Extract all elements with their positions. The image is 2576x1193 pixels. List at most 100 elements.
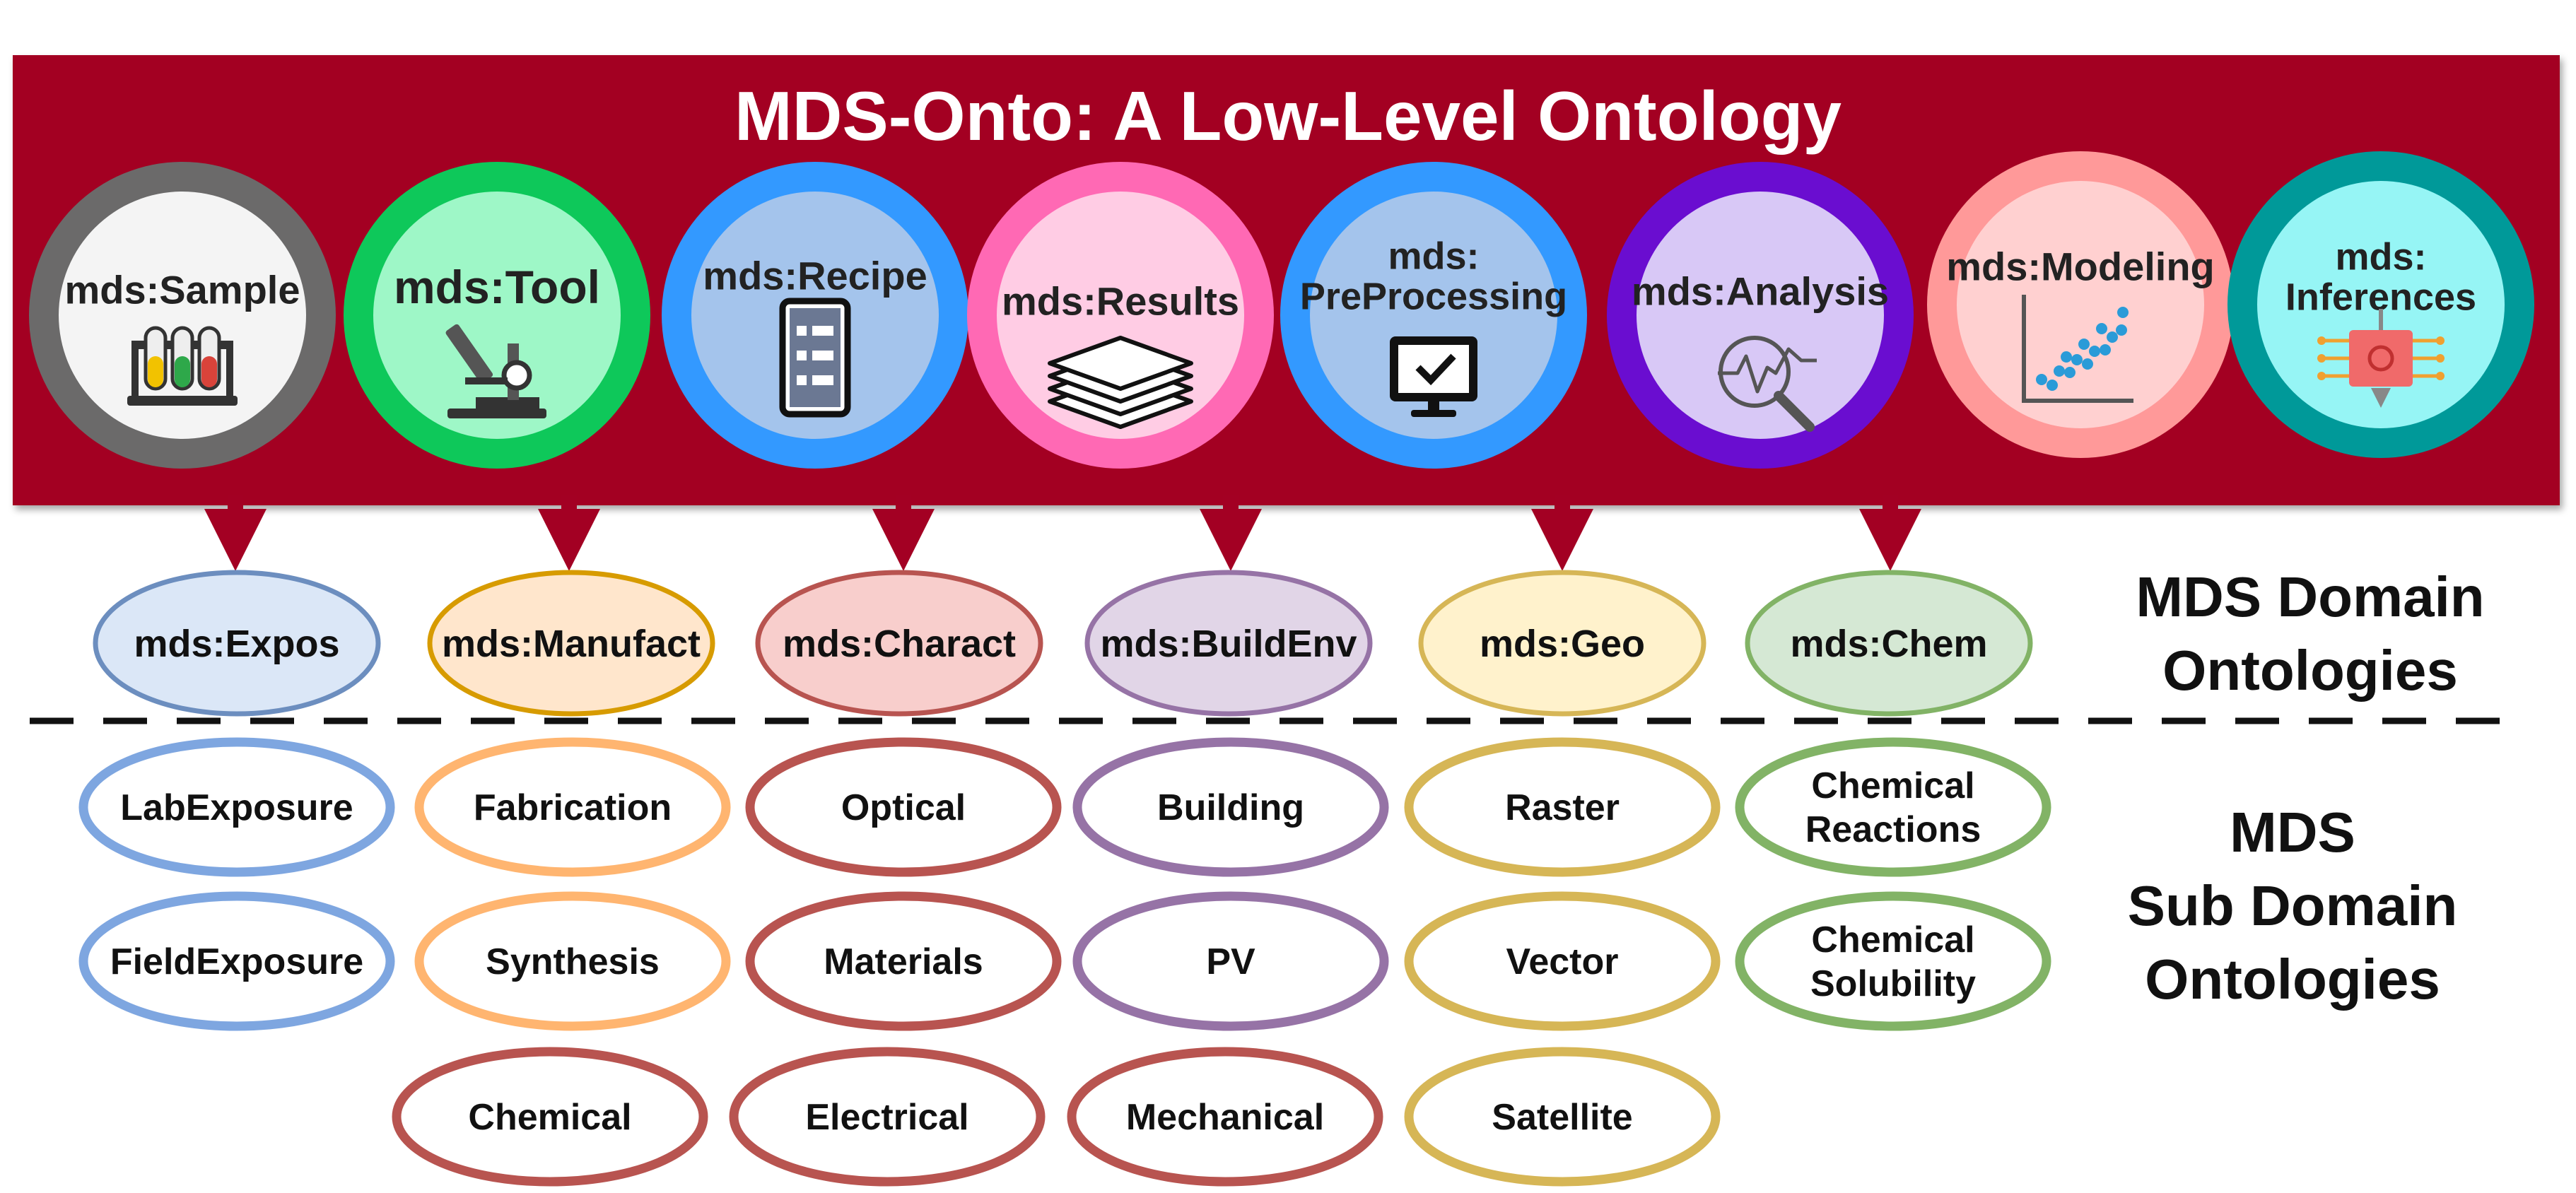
subdomain-label: Chemical Solubility (1810, 919, 1976, 1004)
domain-label: mds:Geo (1480, 623, 1645, 665)
subdomain-ellipse (745, 737, 1062, 877)
subdomain-label: Optical (841, 787, 966, 828)
subdomain-ellipse (1072, 891, 1389, 1031)
concept-label: mds:Analysis (1632, 269, 1889, 314)
monitor-check-icon (1390, 336, 1477, 417)
subdomain-label: Raster (1505, 787, 1620, 828)
down-arrow (1200, 495, 1262, 571)
subdomain-satellite: Satellite (1404, 1047, 1721, 1187)
concept-label: mds:Recipe (703, 254, 927, 298)
subdomain-ellipse (729, 1047, 1046, 1187)
subdomain-label: Electrical (805, 1097, 968, 1138)
domain-ontologies-label: MDS Domain Ontologies (2136, 565, 2484, 702)
subdomain-ellipse (1404, 891, 1721, 1031)
domain-ontologies: mds:Expos mds:Manufact mds:Charact mds:Buil… (93, 570, 2033, 717)
subdomain-ellipse (1404, 737, 1721, 877)
domain-geo: mds:Geo (1418, 570, 1706, 717)
subdomain-fieldexposure: FieldExposure (78, 891, 395, 1031)
domain-label: mds:BuildEnv (1100, 623, 1357, 665)
concept-label: mds: Inferences (2285, 236, 2476, 319)
concept-label: mds:Sample (65, 268, 300, 312)
chip-network-icon (2317, 309, 2445, 408)
subdomain-electrical: Electrical (729, 1047, 1046, 1187)
magnifier-graph-icon (1718, 336, 1817, 432)
subdomain-ellipse (78, 891, 395, 1031)
subdomain-raster: Raster (1404, 737, 1721, 877)
upper-concept-mdsinferences: mds: Inferences (2227, 151, 2534, 458)
subdomain-ellipse (1404, 1047, 1721, 1187)
domain-ellipse (93, 570, 381, 717)
scatter-plot-icon (2022, 295, 2133, 403)
recipe-list-icon (779, 298, 851, 418)
subdomain-pv: PV (1072, 891, 1389, 1031)
subdomain-label: Mechanical (1126, 1097, 1324, 1138)
subdomain-label: PV (1206, 941, 1255, 982)
domain-ellipse (1745, 570, 2033, 717)
concept-fill (1637, 192, 1884, 439)
subdomain-label: Chemical (468, 1097, 631, 1138)
subdomain-label: Chemical Reactions (1805, 765, 1981, 850)
domain-ellipse (755, 570, 1043, 717)
concept-fill (1957, 181, 2204, 428)
subdomain-ellipse (1067, 1047, 1383, 1187)
subdomain-ellipse (1735, 891, 2051, 1031)
domain-ellipse (1418, 570, 1706, 717)
domain-charact: mds:Charact (755, 570, 1043, 717)
concept-fill (373, 192, 621, 439)
domain-label: mds:Manufact (442, 623, 701, 665)
subdomain-vector: Vector (1404, 891, 1721, 1031)
subdomain-label: Materials (824, 941, 983, 982)
subdomain-label: FieldExposure (110, 941, 363, 982)
subdomain-building: Building (1072, 737, 1389, 877)
concept-label: mds:Modeling (1946, 245, 2215, 289)
concept-label: mds: PreProcessing (1300, 235, 1567, 318)
upper-concept-mdsanalysis: mds:Analysis (1607, 162, 1914, 469)
subdomain-ellipse (78, 737, 395, 877)
down-arrow (1859, 495, 1921, 571)
subdomain-ellipse (392, 1047, 708, 1187)
subdomain-chemical-solubility: Chemical Solubility (1735, 891, 2051, 1031)
subdomain-materials: Materials (745, 891, 1062, 1031)
domain-manufact: mds:Manufact (427, 570, 715, 717)
domain-label: mds:Chem (1790, 623, 1987, 665)
upper-concepts: mds:Sample mds:Tool mds:Recipe mds:Results m… (29, 151, 2534, 469)
down-arrow (1531, 495, 1593, 571)
upper-concept-mdstool: mds:Tool (344, 162, 650, 469)
subdomain-label: LabExposure (120, 787, 353, 828)
down-arrow (204, 495, 267, 571)
subdomain-ellipse (414, 737, 731, 877)
concept-fill (1310, 192, 1557, 439)
upper-concept-mdsmodeling: mds:Modeling (1927, 151, 2234, 458)
subdomain-chemical: Chemical (392, 1047, 708, 1187)
concept-fill (2257, 181, 2505, 428)
domain-chem: mds:Chem (1745, 570, 2033, 717)
domain-label: mds:Charact (783, 623, 1016, 665)
subdomain-ellipse (1735, 737, 2051, 877)
domain-ellipse (427, 570, 715, 717)
subdomain-ellipse (1072, 737, 1389, 877)
upper-concept-mdsresults: mds:Results (967, 162, 1274, 469)
concept-fill (59, 192, 306, 439)
subdomain-labexposure: LabExposure (78, 737, 395, 877)
subdomain-label: Fabrication (474, 787, 672, 828)
subdomain-optical: Optical (745, 737, 1062, 877)
domain-ellipse (1084, 570, 1373, 717)
arrow-group (204, 495, 1921, 571)
concept-label: mds:Tool (394, 261, 600, 313)
subdomain-label: Vector (1506, 941, 1619, 982)
subdomain-synthesis: Synthesis (414, 891, 731, 1031)
subdomain-ellipse (414, 891, 731, 1031)
domain-label: mds:Expos (134, 623, 339, 665)
domain-expos: mds:Expos (93, 570, 381, 717)
subdomain-mechanical: Mechanical (1067, 1047, 1383, 1187)
microscope-icon (445, 324, 546, 418)
subdomain-fabrication: Fabrication (414, 737, 731, 877)
upper-concept-mdsrecipe: mds:Recipe (662, 162, 968, 469)
subdomain-label: Synthesis (486, 941, 660, 982)
subdomain-chemical-reactions: Chemical Reactions (1735, 737, 2051, 877)
concept-label: mds:Results (1002, 279, 1239, 324)
subdomain-label: Building (1157, 787, 1304, 828)
test-tubes-icon (127, 326, 238, 406)
stacked-layers-icon (1048, 336, 1193, 429)
